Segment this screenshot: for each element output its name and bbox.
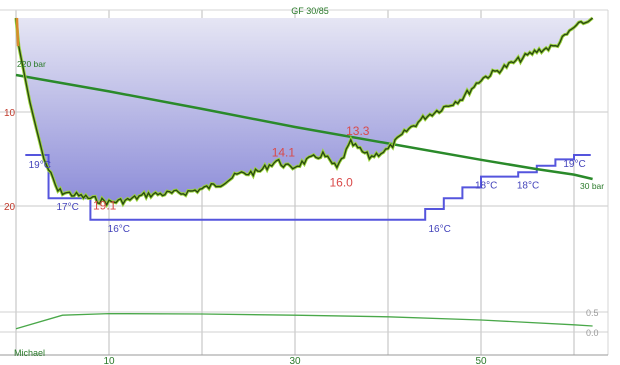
temperature-label: 16°C (108, 224, 130, 235)
depth-annotation: 13.3 (346, 124, 370, 138)
gradient-panel: 0.5 0.0 (15, 308, 599, 338)
diver-name: Michael (14, 348, 45, 358)
time-tick-label: 10 (103, 356, 115, 365)
time-tick-label: 50 (475, 356, 487, 365)
descent-marker (15, 17, 20, 47)
temperature-label: 17°C (57, 202, 79, 213)
depth-tick-label: 10 (4, 108, 16, 119)
depth-profile-area (16, 18, 593, 205)
temperature-label: 16°C (429, 224, 451, 235)
temperature-label: 18°C (517, 181, 539, 192)
chart-title: GF 30/85 (291, 6, 329, 16)
depth-line (15, 17, 594, 207)
pressure-end-label: 30 bar (580, 181, 604, 191)
depth-annotation: 19.1 (93, 199, 117, 213)
temperature-label: 18°C (475, 181, 497, 192)
gradient-tick-label: 0.0 (586, 328, 599, 338)
pressure-start-label: 220 bar (17, 59, 46, 69)
depth-tick-label: 20 (4, 202, 16, 213)
gradient-tick-label: 0.5 (586, 308, 599, 318)
temperature-label: 19°C (29, 160, 51, 171)
depth-annotation: 16.0 (330, 175, 354, 189)
gradient-line (15, 312, 593, 330)
time-tick-label: 30 (289, 356, 301, 365)
temperature-label: 19°C (563, 159, 585, 170)
pressure-line (15, 73, 593, 181)
depth-annotation: 14.1 (272, 146, 296, 160)
chart-labels: GF 30/85 10 20 220 bar 30 bar 19°C 17°C 16°C 16°… (4, 6, 604, 365)
